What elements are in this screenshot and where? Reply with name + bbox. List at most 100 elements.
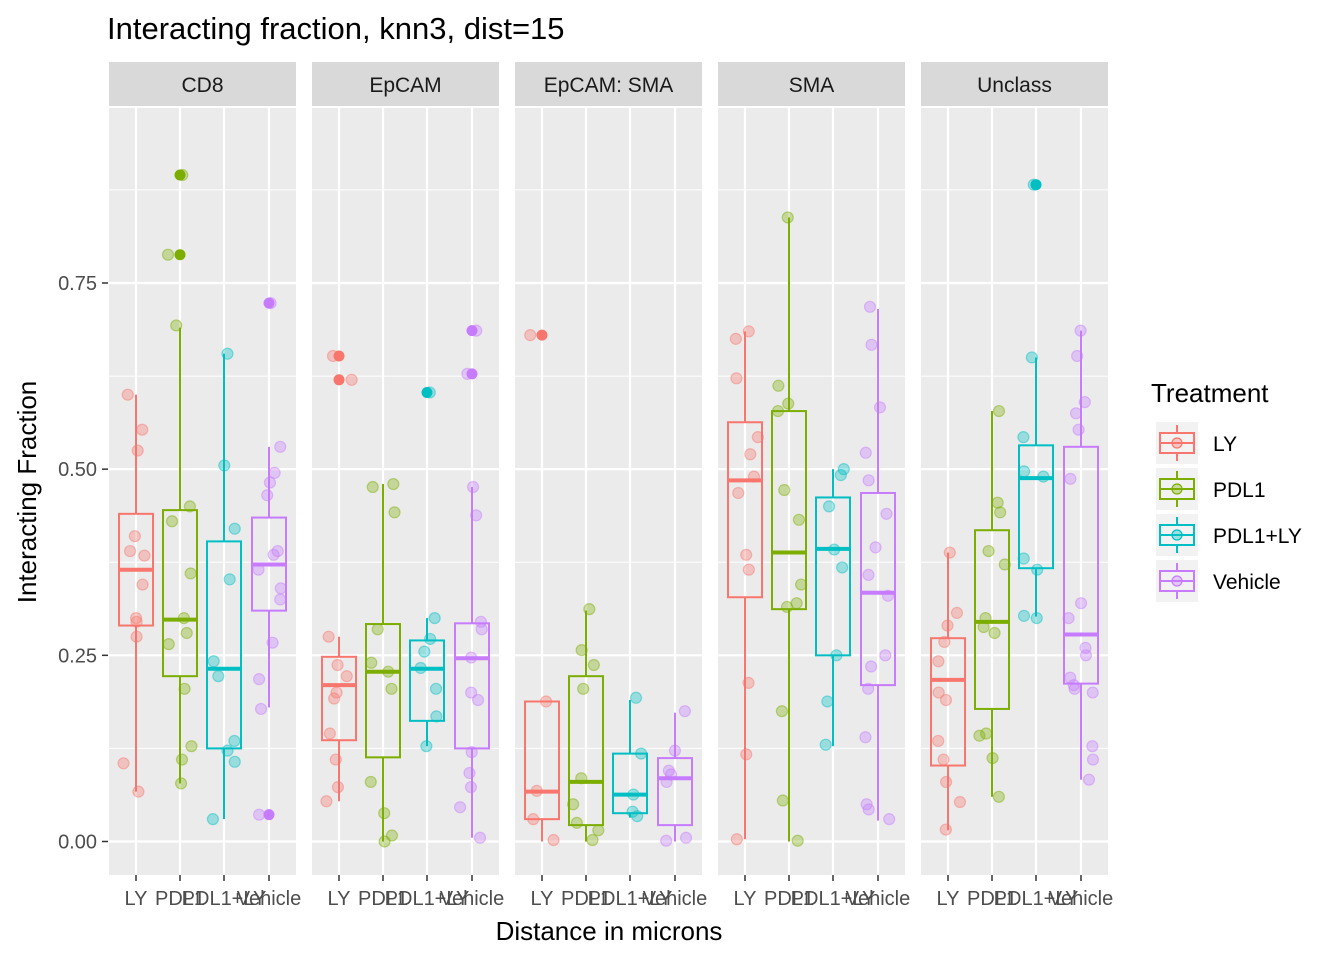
legend-key-point: [1171, 437, 1183, 449]
data-point: [371, 623, 384, 636]
box-vehicle: [657, 705, 693, 847]
data-point: [678, 705, 692, 718]
box-iqr: [365, 623, 401, 759]
panel-background: [515, 108, 702, 875]
data-point: [865, 660, 878, 673]
data-point: [932, 655, 945, 668]
outlier-point: [263, 809, 275, 821]
data-point: [1071, 349, 1084, 363]
data-point: [1030, 611, 1043, 625]
x-tick-label: PDL1+LY: [385, 888, 470, 910]
data-point: [180, 626, 193, 640]
data-point: [979, 727, 993, 740]
data-point: [782, 397, 795, 410]
x-tick-label: Vehicle: [846, 888, 911, 910]
box-iqr: [524, 700, 560, 821]
data-point: [991, 496, 1004, 509]
facet-strip-label: EpCAM: [369, 74, 441, 97]
data-point: [176, 168, 189, 182]
data-point: [828, 543, 841, 556]
x-tick-label: LY: [328, 888, 351, 910]
data-point: [778, 483, 791, 497]
data-point: [862, 474, 875, 487]
data-point: [679, 831, 693, 844]
data-point: [938, 635, 951, 649]
data-point: [979, 611, 992, 625]
data-point: [781, 211, 794, 224]
box-pdl1-ly: [1017, 178, 1054, 625]
outlier-point: [174, 169, 186, 181]
data-point: [730, 833, 743, 846]
data-point: [473, 831, 487, 844]
x-tick-label: PDL1: [561, 888, 611, 910]
data-point: [575, 644, 588, 657]
x-tick-label: LY: [734, 888, 757, 910]
box-pdl1: [567, 603, 605, 847]
panel-background: [921, 108, 1108, 875]
data-point: [123, 544, 137, 558]
data-point: [330, 686, 343, 699]
data-point: [322, 630, 335, 643]
data-point: [420, 740, 433, 753]
data-point: [1074, 597, 1088, 610]
data-point: [524, 329, 537, 342]
data-point: [747, 470, 761, 483]
box-pdl1: [364, 477, 401, 848]
data-point: [1079, 649, 1093, 662]
box-iqr: [930, 637, 966, 767]
data-point: [1017, 609, 1031, 622]
box-pdl1: [161, 168, 198, 790]
data-point: [1027, 178, 1040, 191]
x-tick-label: PDL1+LY: [994, 888, 1079, 910]
data-point: [328, 692, 341, 705]
data-point: [274, 593, 287, 606]
data-point: [138, 549, 151, 562]
data-point: [331, 781, 345, 794]
facet-strip: [921, 62, 1108, 106]
y-tick-label: 0.25: [58, 645, 97, 667]
data-point: [423, 386, 436, 399]
data-point: [629, 691, 643, 704]
data-point: [822, 500, 836, 513]
panel-background: [718, 108, 905, 875]
outlier-point: [333, 350, 345, 362]
data-point: [539, 695, 553, 708]
data-point: [732, 486, 745, 500]
data-point: [454, 801, 467, 814]
data-point: [471, 693, 485, 707]
data-point: [939, 823, 952, 836]
x-axis-title: Distance in microns: [496, 916, 723, 946]
data-point: [664, 768, 678, 781]
x-tick-label: LY: [531, 888, 554, 910]
data-point: [470, 509, 483, 522]
data-point: [228, 755, 241, 768]
data-point: [470, 324, 483, 337]
facet-strip: [515, 62, 702, 106]
box-vehicle: [251, 297, 287, 821]
data-point: [992, 404, 1006, 418]
data-point: [791, 834, 804, 847]
data-point: [340, 670, 353, 683]
data-point: [790, 597, 803, 610]
box-iqr: [1018, 444, 1054, 570]
box-ly: [727, 325, 764, 846]
data-point: [986, 751, 999, 765]
data-point: [331, 658, 344, 672]
data-point: [740, 548, 753, 561]
x-tick-label: LY: [937, 888, 960, 910]
legend-key-point: [1171, 483, 1183, 495]
x-tick-label: LY: [125, 888, 148, 910]
data-point: [264, 297, 277, 310]
data-point: [869, 541, 882, 554]
panel-background: [109, 108, 296, 875]
data-point: [385, 682, 398, 695]
legend-title: Treatment: [1151, 378, 1269, 408]
data-point: [474, 615, 487, 628]
box-iqr: [860, 491, 896, 687]
data-point: [1017, 431, 1030, 444]
outlier-point: [466, 325, 478, 337]
legend-entry-pdl1-ly: PDL1+LY: [1156, 514, 1302, 556]
data-point: [729, 332, 742, 345]
data-point: [424, 632, 437, 646]
